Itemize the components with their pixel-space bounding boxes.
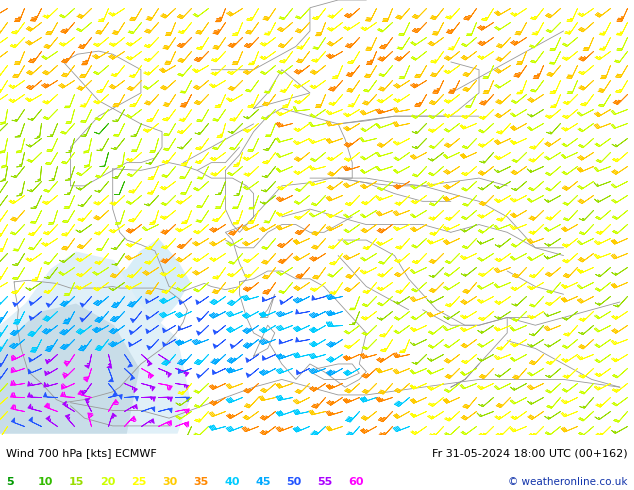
Text: Fr 31-05-2024 18:00 UTC (00+162): Fr 31-05-2024 18:00 UTC (00+162) bbox=[432, 448, 628, 458]
Text: 45: 45 bbox=[256, 477, 271, 487]
Text: 15: 15 bbox=[68, 477, 84, 487]
Text: Wind 700 hPa [kts] ECMWF: Wind 700 hPa [kts] ECMWF bbox=[6, 448, 157, 458]
Text: 20: 20 bbox=[100, 477, 115, 487]
Text: 40: 40 bbox=[224, 477, 240, 487]
Text: © weatheronline.co.uk: © weatheronline.co.uk bbox=[508, 477, 628, 487]
Text: 35: 35 bbox=[193, 477, 209, 487]
Text: 10: 10 bbox=[37, 477, 53, 487]
Text: 50: 50 bbox=[287, 477, 302, 487]
Text: 30: 30 bbox=[162, 477, 178, 487]
Polygon shape bbox=[0, 239, 190, 434]
Text: 55: 55 bbox=[318, 477, 333, 487]
Text: 5: 5 bbox=[6, 477, 14, 487]
Polygon shape bbox=[0, 304, 139, 434]
Text: 25: 25 bbox=[131, 477, 146, 487]
Text: 60: 60 bbox=[349, 477, 364, 487]
Polygon shape bbox=[0, 251, 190, 434]
